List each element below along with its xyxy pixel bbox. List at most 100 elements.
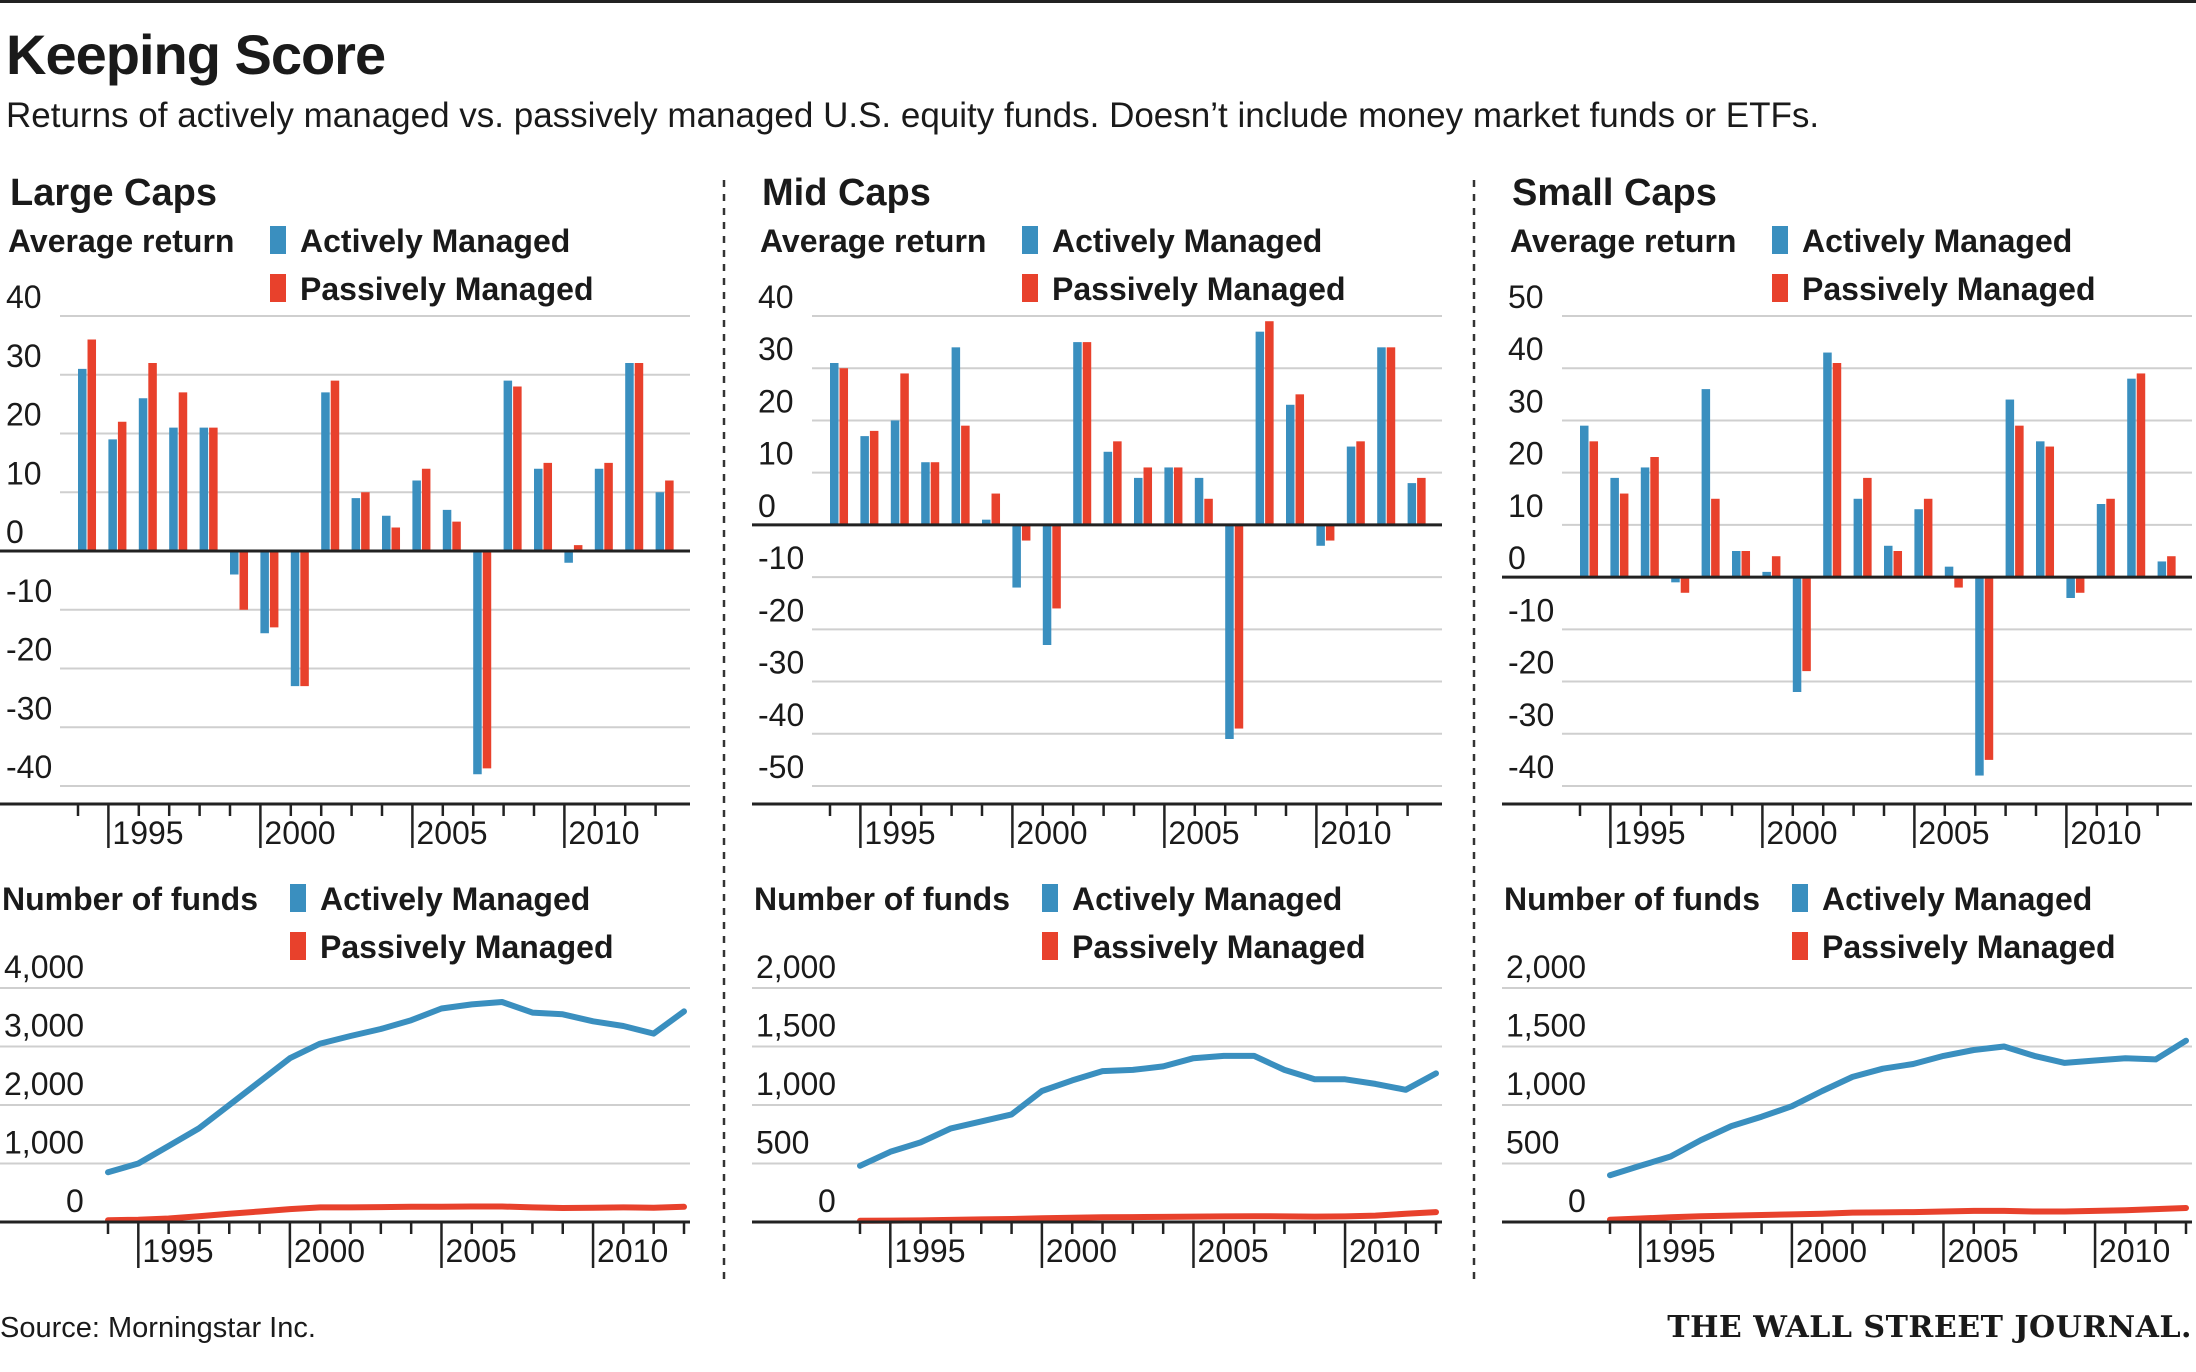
y-tick-label-1-7: -30: [758, 645, 804, 681]
x-tick-label-4-2010: 2010: [1349, 1233, 1420, 1269]
bar-1-0-2011: [1346, 446, 1356, 525]
y-tick-label-5-1: 1,500: [1506, 1008, 1586, 1044]
bar-1-0-2009: [1286, 404, 1295, 525]
bar-2-1-2006: [1954, 577, 1963, 588]
legend-label-0-0: Actively Managed: [300, 223, 570, 259]
bar-0-0-2005: [412, 480, 421, 551]
bar-2-1-2001: [1802, 577, 1811, 672]
x-tick-label-4-1995: 1995: [894, 1233, 965, 1269]
x-tick-label-4-2005: 2005: [1197, 1233, 1268, 1269]
bar-2-0-2002: [1823, 352, 1832, 578]
y-tick-label-2-1: 40: [1508, 331, 1544, 367]
bar-1-0-1994: [830, 363, 839, 525]
legend-label-5-1: Passively Managed: [1822, 929, 2115, 965]
legend-swatch-2-0: [1772, 226, 1788, 254]
legend-swatch-3-1: [290, 932, 306, 960]
bar-1-1-1995: [869, 430, 879, 525]
y-tick-label-3-4: 0: [66, 1183, 84, 1219]
y-tick-label-0-6: -20: [6, 632, 52, 668]
y-tick-label-5-0: 2,000: [1506, 949, 1586, 985]
bar-1-1-2010: [1325, 524, 1335, 541]
bar-2-1-2000: [1771, 556, 1781, 578]
bar-0-1-2010: [573, 545, 583, 551]
y-tick-label-2-6: -10: [1508, 592, 1554, 628]
bar-1-0-1996: [890, 420, 900, 525]
bar-1-0-1998: [951, 347, 961, 525]
legend-label-2-1: Passively Managed: [1802, 271, 2095, 307]
bar-0-0-2006: [442, 509, 452, 551]
bar-2-0-2003: [1853, 498, 1863, 578]
y-tick-label-4-3: 500: [756, 1125, 809, 1161]
legend-label-2-0: Actively Managed: [1802, 223, 2072, 259]
y-tick-label-0-5: -10: [6, 573, 52, 609]
bar-2-1-2004: [1893, 551, 1903, 578]
legend-label-4-1: Passively Managed: [1072, 929, 1365, 965]
bar-1-1-2000: [1021, 524, 1031, 541]
chart-subtitle-2: Average return: [1510, 223, 1736, 259]
x-tick-label-5-1995: 1995: [1644, 1233, 1715, 1269]
bar-1-0-1995: [860, 436, 869, 525]
legend-label-1-0: Actively Managed: [1052, 223, 1322, 259]
bar-0-0-2008: [503, 380, 513, 551]
legend-label-5-0: Actively Managed: [1822, 881, 2092, 917]
bar-1-0-2003: [1103, 451, 1113, 525]
bar-2-0-2009: [2036, 441, 2045, 578]
bar-1-0-2004: [1134, 477, 1143, 525]
bar-1-0-2005: [1164, 467, 1173, 525]
legend-swatch-3-0: [290, 884, 306, 912]
bar-2-0-1995: [1610, 477, 1619, 578]
y-tick-label-3-1: 3,000: [4, 1008, 84, 1044]
bar-1-0-2006: [1194, 477, 1204, 525]
bar-0-0-1999: [230, 551, 239, 575]
x-tick-label-1-2010: 2010: [1320, 815, 1391, 851]
bar-1-1-2007: [1234, 524, 1244, 729]
bar-2-1-1995: [1619, 493, 1629, 578]
bar-1-1-2003: [1113, 441, 1122, 525]
bar-1-0-2001: [1042, 524, 1052, 645]
y-tick-label-1-6: -20: [758, 592, 804, 628]
y-tick-label-3-3: 1,000: [4, 1125, 84, 1161]
y-tick-label-0-3: 10: [6, 455, 42, 491]
chart-subtitle-3: Number of funds: [2, 881, 258, 917]
bar-1-0-2012: [1377, 347, 1386, 525]
y-tick-label-1-5: -10: [758, 540, 804, 576]
x-tick-label-2-2005: 2005: [1918, 815, 1989, 851]
x-tick-label-1-1995: 1995: [864, 815, 935, 851]
bar-2-1-1999: [1741, 551, 1751, 578]
legend-swatch-4-1: [1042, 932, 1058, 960]
bar-2-0-2007: [1975, 577, 1984, 776]
bar-2-1-2005: [1923, 498, 1933, 578]
y-tick-label-3-2: 2,000: [4, 1066, 84, 1102]
bar-2-0-2013: [2157, 561, 2167, 578]
bar-0-0-2013: [655, 492, 665, 551]
legend-swatch-5-1: [1792, 932, 1808, 960]
x-tick-label-3-2005: 2005: [445, 1233, 516, 1269]
legend-label-3-1: Passively Managed: [320, 929, 613, 965]
bar-2-1-1997: [1680, 577, 1690, 593]
bar-2-1-1998: [1711, 498, 1720, 578]
y-tick-label-1-3: 10: [758, 436, 794, 472]
bar-0-1-2013: [665, 480, 674, 551]
series-line-3-1: [105, 1203, 687, 1224]
y-tick-label-1-9: -50: [758, 749, 804, 785]
bar-0-0-2004: [382, 515, 391, 551]
bar-0-1-2005: [421, 468, 431, 551]
x-tick-label-0-1995: 1995: [112, 815, 183, 851]
bar-1-1-2009: [1295, 394, 1305, 525]
x-tick-label-0-2010: 2010: [568, 815, 639, 851]
series-line-4-0: [857, 1052, 1439, 1169]
bar-0-0-2012: [625, 363, 634, 551]
x-tick-label-2-1995: 1995: [1614, 815, 1685, 851]
series-line-5-1: [1607, 1205, 2189, 1223]
bar-0-1-2008: [513, 386, 522, 551]
legend-label-1-1: Passively Managed: [1052, 271, 1345, 307]
y-tick-label-1-1: 30: [758, 331, 794, 367]
bar-2-0-1996: [1640, 467, 1650, 578]
bar-1-1-2012: [1386, 347, 1396, 525]
x-tick-label-1-2000: 2000: [1016, 815, 1087, 851]
bar-2-1-1996: [1650, 457, 1659, 578]
bar-0-0-1998: [199, 427, 209, 551]
bar-0-1-1994: [87, 339, 97, 551]
y-tick-label-1-4: 0: [758, 488, 776, 524]
